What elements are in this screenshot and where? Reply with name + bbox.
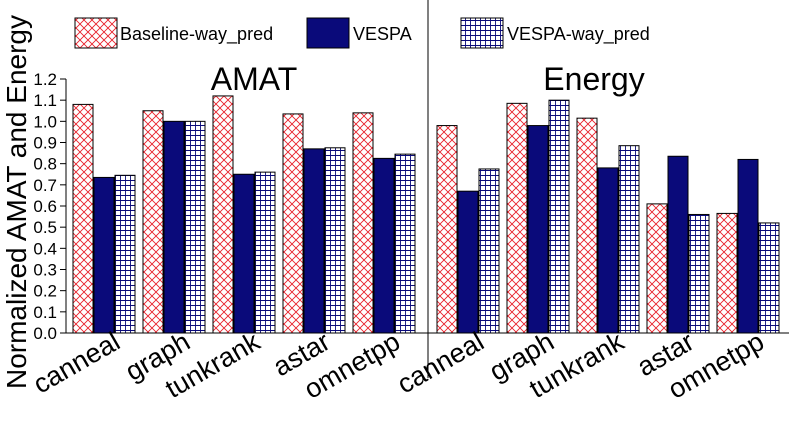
y-tick-label: 0.7 [33, 176, 57, 195]
bar-amat-graph-vespa-way-pred [184, 120, 206, 334]
panel-title-energy: Energy [543, 61, 644, 97]
bar-amat-omnetpp-vespa-way-pred [394, 153, 416, 334]
bar-energy-astar-vespa [667, 155, 689, 334]
legend-swatch-vespa-way-pred [460, 17, 504, 49]
panel-title-amat: AMAT [211, 61, 298, 97]
bar-energy-astar-baseline [646, 203, 668, 334]
bar-energy-tunkrank-vespa [597, 167, 619, 334]
y-tick-label: 0.8 [33, 155, 57, 174]
y-axis-label: Normalized AMAT and Energy [1, 15, 32, 389]
bar-energy-canneal-vespa-way-pred [478, 168, 500, 334]
y-tick-label: 0.5 [33, 218, 57, 237]
bar-amat-tunkrank-vespa-way-pred [254, 171, 276, 334]
legend-label-vespa-way-pred: VESPA-way_pred [507, 24, 650, 45]
bar-energy-graph-baseline [506, 102, 528, 334]
bar-amat-astar-baseline [282, 113, 304, 334]
legend: Baseline-way_pred VESPA VESPA-way_pred [74, 17, 650, 49]
bar-amat-omnetpp-baseline [352, 112, 374, 334]
bars [72, 95, 780, 334]
y-tick-label: 0.6 [33, 197, 57, 216]
bar-energy-graph-vespa [527, 125, 549, 334]
bar-energy-canneal-baseline [436, 125, 458, 334]
bar-amat-canneal-vespa [93, 176, 115, 334]
bar-amat-omnetpp-vespa [373, 157, 395, 334]
legend-swatch-vespa [306, 17, 350, 49]
y-tick-label: 0.2 [33, 282, 57, 301]
bar-amat-astar-vespa [303, 148, 325, 334]
bar-energy-tunkrank-baseline [576, 117, 598, 334]
bar-energy-graph-vespa-way-pred [548, 99, 570, 334]
bar-amat-tunkrank-vespa [233, 173, 255, 334]
bar-amat-graph-baseline [142, 110, 164, 334]
y-tick-label: 0.1 [33, 303, 57, 322]
y-tick-label: 0.4 [33, 239, 57, 258]
bar-amat-canneal-vespa-way-pred [114, 174, 136, 334]
y-tick-label: 0.3 [33, 261, 57, 280]
bar-amat-tunkrank-baseline [212, 95, 234, 334]
bar-energy-tunkrank-vespa-way-pred [618, 145, 640, 334]
y-tick-label: 1.2 [33, 70, 57, 89]
legend-label-baseline: Baseline-way_pred [120, 24, 273, 45]
bar-energy-canneal-vespa [457, 190, 479, 334]
bar-energy-omnetpp-vespa [737, 158, 759, 334]
bar-amat-canneal-baseline [72, 103, 94, 334]
bar-amat-graph-vespa [163, 120, 185, 334]
bar-amat-astar-vespa-way-pred [324, 147, 346, 334]
bar-energy-omnetpp-vespa-way-pred [758, 222, 780, 334]
bar-energy-astar-vespa-way-pred [688, 213, 710, 334]
y-tick-label: 0.9 [33, 134, 57, 153]
legend-swatch-baseline [74, 17, 118, 49]
y-tick-label: 1.0 [33, 112, 57, 131]
x-tick-label-energy-canneal: canneal [392, 326, 489, 399]
y-tick-label: 0.0 [33, 324, 57, 343]
legend-label-vespa: VESPA [353, 24, 412, 44]
bar-energy-omnetpp-baseline [716, 212, 738, 334]
y-tick-label: 1.1 [33, 91, 57, 110]
